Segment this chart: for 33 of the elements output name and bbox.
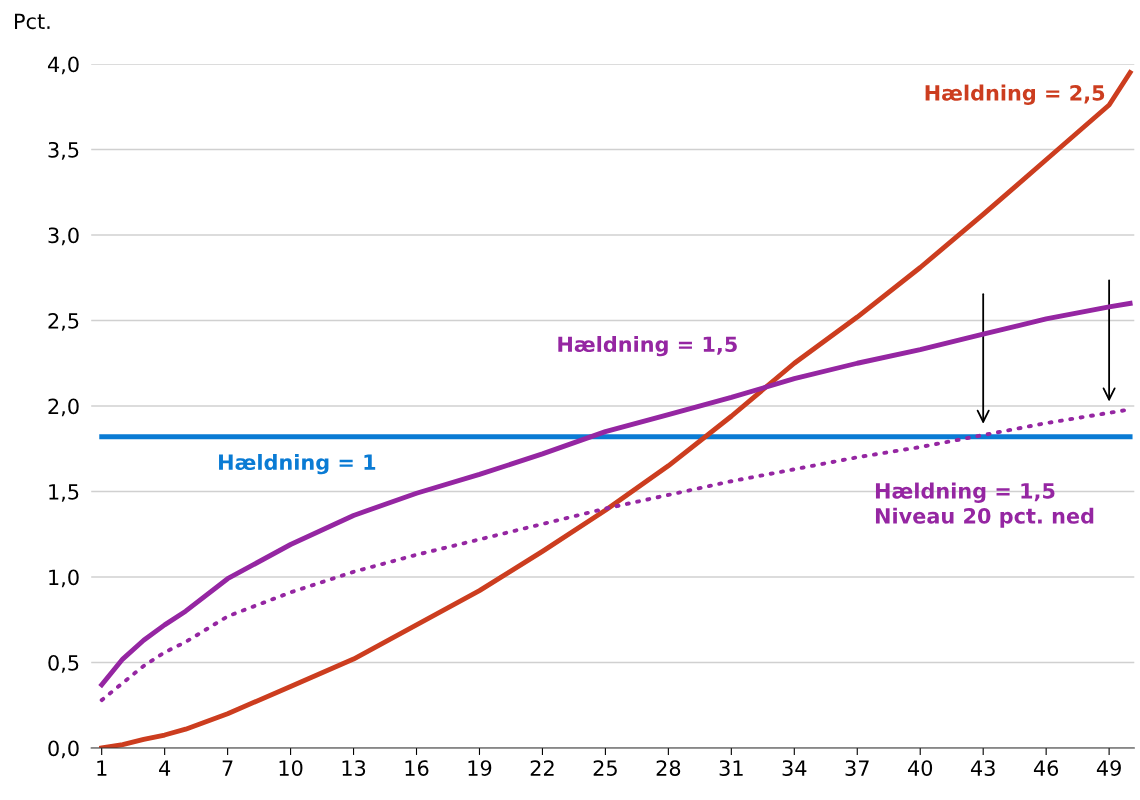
y-axis-title: Pct. [15,13,50,30]
x-tick-label: 19 [468,760,492,776]
series-label: Hældning = 1 [219,453,376,475]
series-label: Hældning = 1,5 Niveau 20 pct. ned [875,482,1094,528]
y-tick-label: 3,5 [48,141,79,160]
x-tick-label: 7 [222,760,233,776]
y-tick-label: 0,5 [48,654,79,673]
x-tick-label: 31 [719,760,743,776]
x-tick-label: 16 [405,760,429,776]
x-tick-label: 10 [279,760,303,776]
x-tick-label: 28 [656,760,681,776]
line-series [99,70,1133,748]
y-tick-label: 3,0 [48,227,79,246]
y-tick-label: 2,0 [48,398,79,417]
x-tick-label: 34 [782,760,807,776]
x-tick-label: 46 [1033,760,1059,776]
y-tick-label: 2,5 [48,312,79,331]
x-tick-label: 13 [342,760,366,776]
x-tick-label: 49 [1096,760,1121,776]
y-tick-label: 4,0 [47,56,79,75]
series-label: Hældning = 2,5 [925,84,1105,105]
line-series [99,300,1133,688]
y-tick-label: 1,0 [49,569,79,588]
x-tick-label: 1 [97,760,107,776]
y-tick-label: 0,0 [48,740,79,759]
x-tick-label: 40 [907,760,933,776]
x-tick-label: 25 [593,760,617,776]
x-tick-label: 43 [970,760,995,776]
y-tick-label: 1,5 [49,484,79,502]
x-tick-label: 22 [530,760,554,776]
x-tick-label: 4 [159,760,171,776]
series-label: Hældning = 1,5 [558,335,737,357]
x-tick-label: 37 [845,760,869,776]
